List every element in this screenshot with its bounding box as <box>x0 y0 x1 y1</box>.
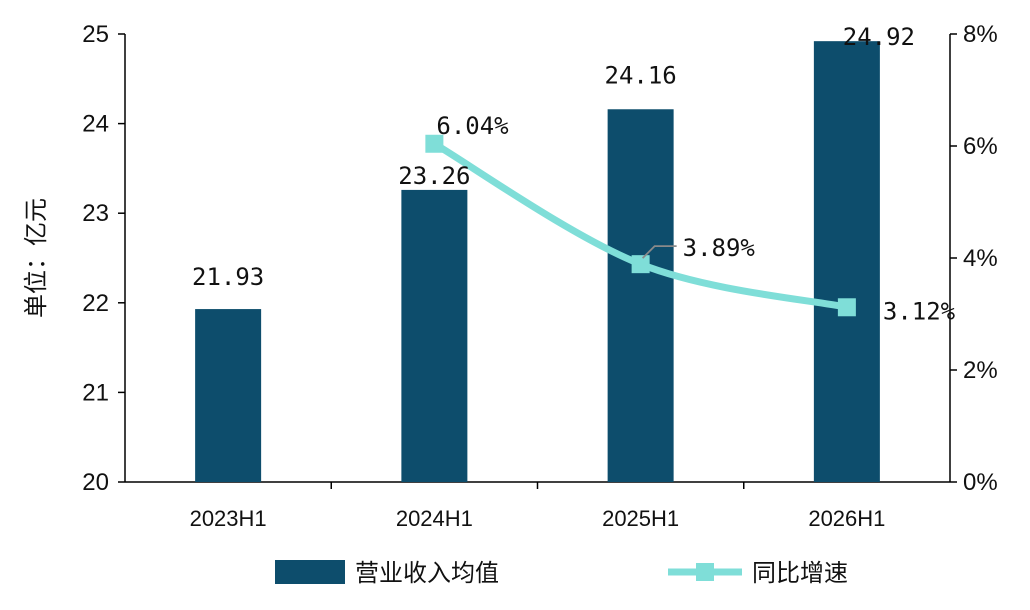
y-tick-label: 24 <box>82 111 109 138</box>
data-labels: 21.93 23.26 24.16 24.92 6.04% 3.89% 3.12% <box>192 23 956 325</box>
bar <box>195 309 262 482</box>
bar-value-label: 23.26 <box>398 162 470 190</box>
x-tick-label: 2024H1 <box>396 506 473 531</box>
legend-bar-swatch <box>275 560 345 584</box>
y-tick-label: 20 <box>82 469 109 496</box>
bar <box>401 189 468 483</box>
growth-marker <box>631 255 650 274</box>
x-tick-label: 2025H1 <box>602 506 679 531</box>
y-tick-label: 23 <box>82 200 109 227</box>
label-leader-line <box>641 245 677 259</box>
legend-line-marker <box>696 563 714 581</box>
growth-line <box>425 134 856 317</box>
y-tick-label: 21 <box>82 379 109 406</box>
bar-value-label: 24.92 <box>843 23 915 51</box>
growth-value-label: 6.04% <box>436 112 509 140</box>
growth-marker <box>425 134 444 153</box>
growth-value-label: 3.12% <box>883 297 956 325</box>
growth-value-label: 3.89% <box>683 234 756 262</box>
growth-marker <box>837 298 856 317</box>
x-tick-label: 2026H1 <box>808 506 885 531</box>
axes: 20 21 22 23 24 25 0% 2% 4% 6% 8% 2023H1 2024H1 2025H1… <box>22 21 998 531</box>
y2-tick-label: 2% <box>963 357 998 384</box>
x-tick-label: 2023H1 <box>190 506 267 531</box>
y2-tick-label: 8% <box>963 21 998 48</box>
bar <box>607 109 674 482</box>
legend-line-label: 同比增速 <box>752 559 848 587</box>
y-tick-label: 25 <box>82 21 109 48</box>
legend: 营业收入均值 同比增速 <box>275 559 848 587</box>
y2-tick-label: 0% <box>963 469 998 496</box>
bar <box>813 41 880 482</box>
y2-tick-label: 4% <box>963 245 998 272</box>
bar-value-label: 24.16 <box>605 61 677 89</box>
y-axis-title: 单位：亿元 <box>22 198 50 318</box>
legend-bar-label: 营业收入均值 <box>355 559 499 587</box>
y2-tick-label: 6% <box>963 133 998 160</box>
bars <box>195 41 880 483</box>
bar-value-label: 21.93 <box>192 263 264 291</box>
y-tick-label: 22 <box>82 290 109 317</box>
